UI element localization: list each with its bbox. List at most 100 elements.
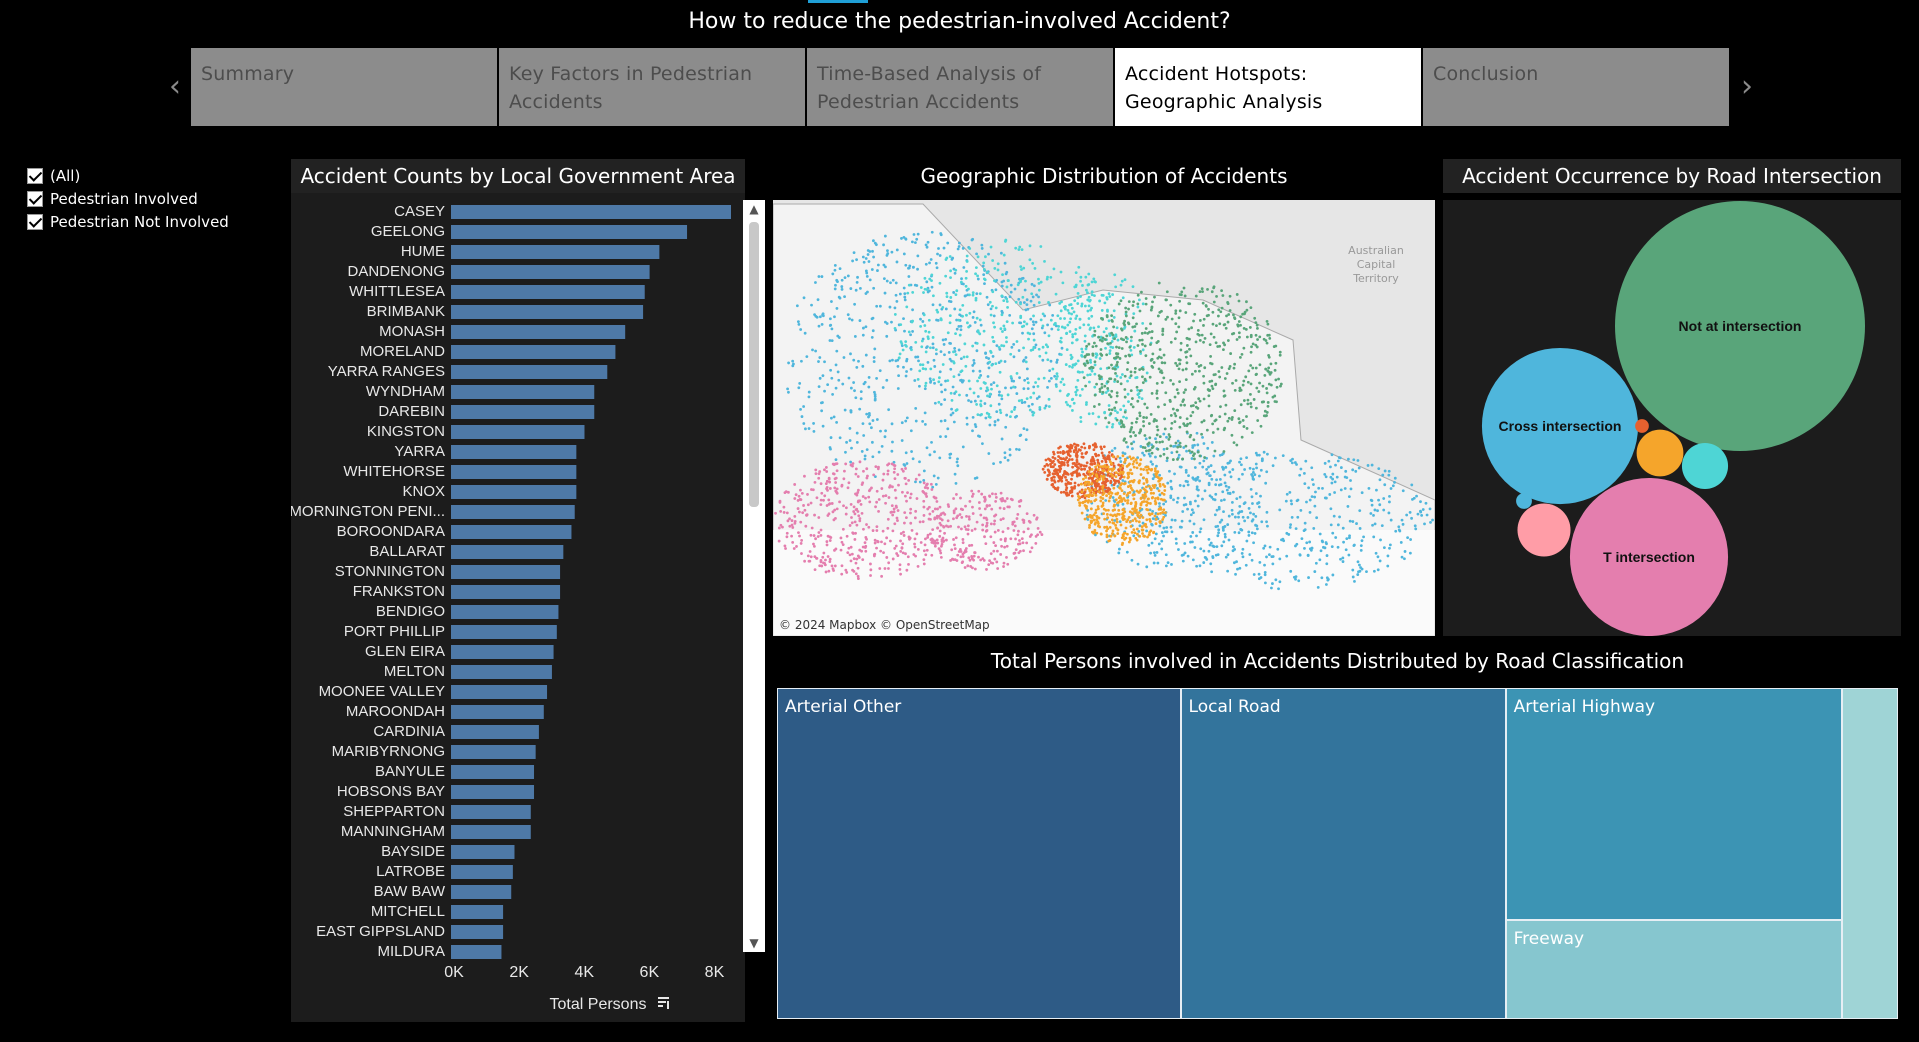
lga-bar[interactable]: [451, 445, 577, 459]
treemap-cell[interactable]: Arterial Other: [777, 688, 1181, 1019]
lga-bar[interactable]: [451, 805, 531, 819]
lga-bar[interactable]: [451, 545, 564, 559]
lga-bar[interactable]: [451, 405, 595, 419]
scroll-up-icon[interactable]: ▲: [749, 202, 759, 216]
treemap-label: Arterial Other: [785, 697, 902, 717]
intersection-bubble[interactable]: [1481, 347, 1639, 505]
lga-category-label: BALLARAT: [369, 543, 445, 560]
x-tick-label: 0K: [444, 964, 464, 981]
checkbox-checked-icon[interactable]: [27, 213, 43, 230]
tab-summary[interactable]: Summary: [191, 48, 497, 126]
lga-bar[interactable]: [451, 685, 548, 699]
scroll-thumb[interactable]: [749, 222, 759, 507]
lga-bar[interactable]: [451, 325, 626, 339]
filter-option-pedestrian-not-involved[interactable]: Pedestrian Not Involved: [27, 210, 229, 233]
tab-conclusion[interactable]: Conclusion: [1423, 48, 1729, 126]
intersection-bubble-chart[interactable]: Not at intersection Cross intersection T i…: [1443, 200, 1901, 637]
accident-map[interactable]: Australian Capital Territory © 2024 Mapb…: [773, 200, 1435, 636]
tab-time-based-analysis[interactable]: Time-Based Analysis of Pedestrian Acciden…: [807, 48, 1113, 126]
lga-category-label: MITCHELL: [371, 903, 445, 920]
road-classification-treemap[interactable]: Arterial Other Local Road Arterial Highway…: [777, 688, 1898, 1019]
accident-point-cluster: [774, 460, 950, 580]
intersection-bubble[interactable]: [1615, 201, 1865, 451]
lga-bar[interactable]: [451, 765, 535, 779]
lga-category-label: MANNINGHAM: [341, 823, 445, 840]
x-axis-label: Total Persons: [550, 996, 647, 1013]
lga-bar[interactable]: [451, 465, 577, 479]
treemap-title: Total Persons involved in Accidents Dist…: [990, 649, 1685, 673]
lga-category-label: MELTON: [384, 663, 445, 680]
lga-bar[interactable]: [451, 725, 539, 739]
lga-bar[interactable]: [451, 925, 504, 939]
lga-category-label: SHEPPARTON: [343, 803, 445, 820]
lga-bar[interactable]: [451, 745, 536, 759]
map-place-label: Australian Capital Territory: [1348, 244, 1404, 285]
lga-bar[interactable]: [451, 785, 535, 799]
lga-bar[interactable]: [451, 825, 531, 839]
lga-bar[interactable]: [451, 245, 660, 259]
lga-chart-scrollbar[interactable]: ▲ ▼: [743, 200, 765, 952]
filter-option-all[interactable]: (All): [27, 164, 229, 187]
treemap-cell[interactable]: Freeway: [1505, 919, 1842, 1019]
lga-category-label: BOROONDARA: [337, 523, 445, 540]
lga-category-label: EAST GIPPSLAND: [316, 923, 445, 940]
chevron-left-icon[interactable]: ‹: [169, 69, 181, 104]
intersection-bubble[interactable]: [1516, 493, 1532, 509]
lga-bar[interactable]: [451, 525, 572, 539]
lga-bar[interactable]: [451, 885, 512, 899]
tab-accident-hotspots[interactable]: Accident Hotspots: Geographic Analysis: [1115, 48, 1421, 126]
lga-category-label: YARRA RANGES: [328, 363, 445, 380]
lga-category-label: BAYSIDE: [381, 843, 445, 860]
bubble-label: T intersection: [1603, 549, 1695, 565]
x-tick-label: 4K: [574, 964, 594, 981]
lga-bar[interactable]: [451, 485, 577, 499]
lga-bar[interactable]: [451, 265, 650, 279]
checkbox-checked-icon[interactable]: [27, 167, 43, 184]
treemap-cell[interactable]: Arterial Highway: [1505, 688, 1842, 920]
lga-bar[interactable]: [451, 225, 688, 239]
lga-bar[interactable]: [451, 665, 552, 679]
lga-bar[interactable]: [451, 425, 585, 439]
intersection-bubble[interactable]: [1569, 477, 1729, 637]
lga-category-label: PORT PHILLIP: [344, 623, 445, 640]
filter-option-pedestrian-involved[interactable]: Pedestrian Involved: [27, 187, 229, 210]
lga-category-label: HOBSONS BAY: [337, 783, 445, 800]
lga-bar[interactable]: [451, 625, 557, 639]
lga-bar[interactable]: [451, 385, 595, 399]
lga-bar[interactable]: [451, 705, 544, 719]
intersection-bubble[interactable]: [1681, 442, 1729, 490]
lga-bar-chart[interactable]: CASEY GEELONG HUME DANDENONG WHITTLESEA BRIMB…: [291, 199, 745, 1022]
lga-bar[interactable]: [451, 345, 616, 359]
map-canvas: [773, 203, 1435, 636]
lga-bar[interactable]: [451, 565, 561, 579]
lga-bar[interactable]: [451, 905, 504, 919]
intersection-bubble[interactable]: [1517, 503, 1571, 557]
tab-key-factors[interactable]: Key Factors in Pedestrian Accidents: [499, 48, 805, 126]
checkbox-checked-icon[interactable]: [27, 190, 43, 207]
lga-bar[interactable]: [451, 505, 575, 519]
lga-category-label: BAW BAW: [374, 883, 446, 900]
intersection-bubble[interactable]: [1636, 429, 1684, 477]
treemap-cell[interactable]: Local Road: [1180, 688, 1506, 1019]
lga-category-label: BRIMBANK: [367, 303, 445, 320]
lga-category-label: LATROBE: [376, 863, 445, 880]
bubble-canvas: Not at intersection Cross intersection T i…: [1481, 201, 1865, 637]
lga-bar[interactable]: [451, 605, 559, 619]
treemap-cell[interactable]: [1841, 688, 1898, 1019]
lga-bar[interactable]: [451, 845, 515, 859]
lga-category-label: MONASH: [379, 323, 445, 340]
lga-bar[interactable]: [451, 645, 554, 659]
chevron-right-icon[interactable]: ›: [1741, 69, 1753, 104]
scroll-down-icon[interactable]: ▼: [749, 936, 759, 950]
sort-icon[interactable]: [658, 997, 669, 1009]
lga-bar[interactable]: [451, 365, 608, 379]
lga-bar[interactable]: [451, 945, 502, 959]
lga-bar[interactable]: [451, 285, 645, 299]
intersection-bubble[interactable]: [1635, 419, 1649, 433]
lga-category-label: WHITTLESEA: [349, 283, 445, 300]
lga-bar[interactable]: [451, 585, 561, 599]
lga-bar[interactable]: [451, 205, 731, 219]
lga-bar[interactable]: [451, 865, 513, 879]
lga-category-label: DANDENONG: [347, 263, 445, 280]
lga-bar[interactable]: [451, 305, 644, 319]
